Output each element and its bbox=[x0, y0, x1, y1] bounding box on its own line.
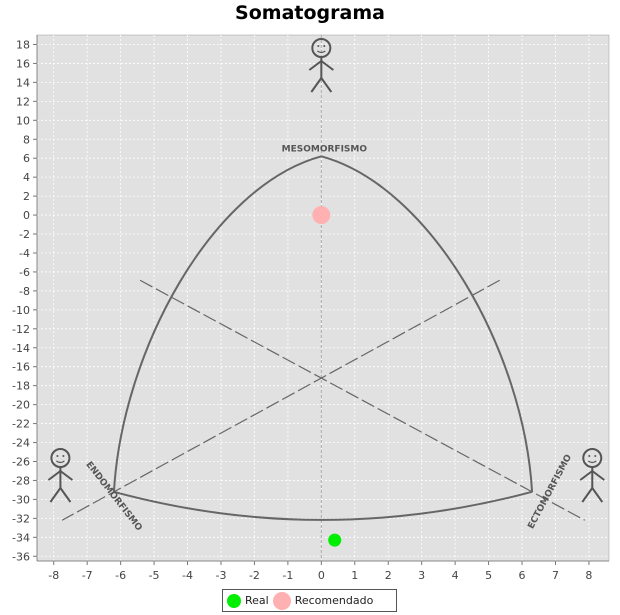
x-tick-label: -8 bbox=[48, 569, 59, 582]
legend-swatch-recomendado bbox=[272, 591, 291, 610]
y-tick-label: -14 bbox=[12, 342, 30, 355]
y-tick-label: 18 bbox=[16, 38, 30, 51]
x-tick-label: 6 bbox=[519, 569, 526, 582]
ectomorph-figure-icon bbox=[579, 448, 605, 503]
x-tick-label: 5 bbox=[485, 569, 492, 582]
y-tick-label: -6 bbox=[19, 266, 30, 279]
legend-item-recomendado: Recomendado bbox=[272, 591, 374, 610]
x-tick-label: -3 bbox=[215, 569, 226, 582]
x-tick-label: 3 bbox=[418, 569, 425, 582]
plot-background bbox=[36, 34, 610, 562]
legend-item-real: Real bbox=[227, 593, 269, 608]
y-tick-label: -20 bbox=[12, 399, 30, 412]
y-tick-label: -28 bbox=[12, 474, 30, 487]
y-tick-label: 8 bbox=[23, 133, 30, 146]
endomorph-diagonal-axis bbox=[61, 279, 500, 521]
y-tick-label: 14 bbox=[16, 76, 30, 89]
legend: Real Recomendado bbox=[222, 589, 397, 612]
y-tick-label: -34 bbox=[12, 531, 30, 544]
x-tick-label: 1 bbox=[351, 569, 358, 582]
data-point-real bbox=[328, 533, 342, 547]
y-tick-label: 2 bbox=[23, 190, 30, 203]
legend-label-recomendado: Recomendado bbox=[294, 594, 374, 607]
y-tick-label: -32 bbox=[12, 512, 30, 525]
legend-label-real: Real bbox=[245, 594, 269, 607]
y-tick-label: 10 bbox=[16, 114, 30, 127]
y-tick-label: 12 bbox=[16, 95, 30, 108]
x-tick-label: -6 bbox=[115, 569, 126, 582]
x-tick-label: -5 bbox=[149, 569, 160, 582]
ectomorph-diagonal-axis bbox=[139, 279, 586, 521]
y-tick-label: -8 bbox=[19, 285, 30, 298]
endomorph-ectomorph-arc bbox=[113, 490, 533, 521]
x-tick-label: 0 bbox=[318, 569, 325, 582]
x-tick-label: 2 bbox=[385, 569, 392, 582]
mesomorph-endomorph-arc bbox=[112, 155, 322, 492]
y-tick-label: -22 bbox=[12, 418, 30, 431]
y-tick-label: -12 bbox=[12, 323, 30, 336]
y-tick-label: -2 bbox=[19, 228, 30, 241]
x-tick-label: -7 bbox=[82, 569, 93, 582]
mesomorph-figure-icon bbox=[308, 38, 334, 93]
x-tick-label: -4 bbox=[182, 569, 193, 582]
x-tick-label: -1 bbox=[282, 569, 293, 582]
y-tick-label: -30 bbox=[12, 493, 30, 506]
y-tick-label: -10 bbox=[12, 304, 30, 317]
chart-title: Somatograma bbox=[235, 2, 385, 24]
x-tick-label: 4 bbox=[452, 569, 459, 582]
y-tick-label: -36 bbox=[12, 550, 30, 563]
y-tick-label: -16 bbox=[12, 361, 30, 374]
y-tick-label: -18 bbox=[12, 380, 30, 393]
y-tick-label: 0 bbox=[23, 209, 30, 222]
y-tick-label: 6 bbox=[23, 152, 30, 165]
x-tick-label: 7 bbox=[552, 569, 559, 582]
y-tick-label: -26 bbox=[12, 455, 30, 468]
mesomorfismo-label: MESOMORFISMO bbox=[282, 144, 368, 154]
y-tick-label: 16 bbox=[16, 57, 30, 70]
y-tick-label: 4 bbox=[23, 171, 30, 184]
x-tick-label: 8 bbox=[585, 569, 592, 582]
data-point-recomendado bbox=[312, 206, 331, 225]
x-tick-label: -2 bbox=[249, 569, 260, 582]
mesomorph-ectomorph-arc bbox=[321, 155, 534, 492]
y-tick-label: -24 bbox=[12, 437, 30, 450]
endomorph-figure-icon bbox=[47, 448, 74, 503]
legend-swatch-real bbox=[227, 593, 241, 608]
y-tick-label: -4 bbox=[19, 247, 30, 260]
